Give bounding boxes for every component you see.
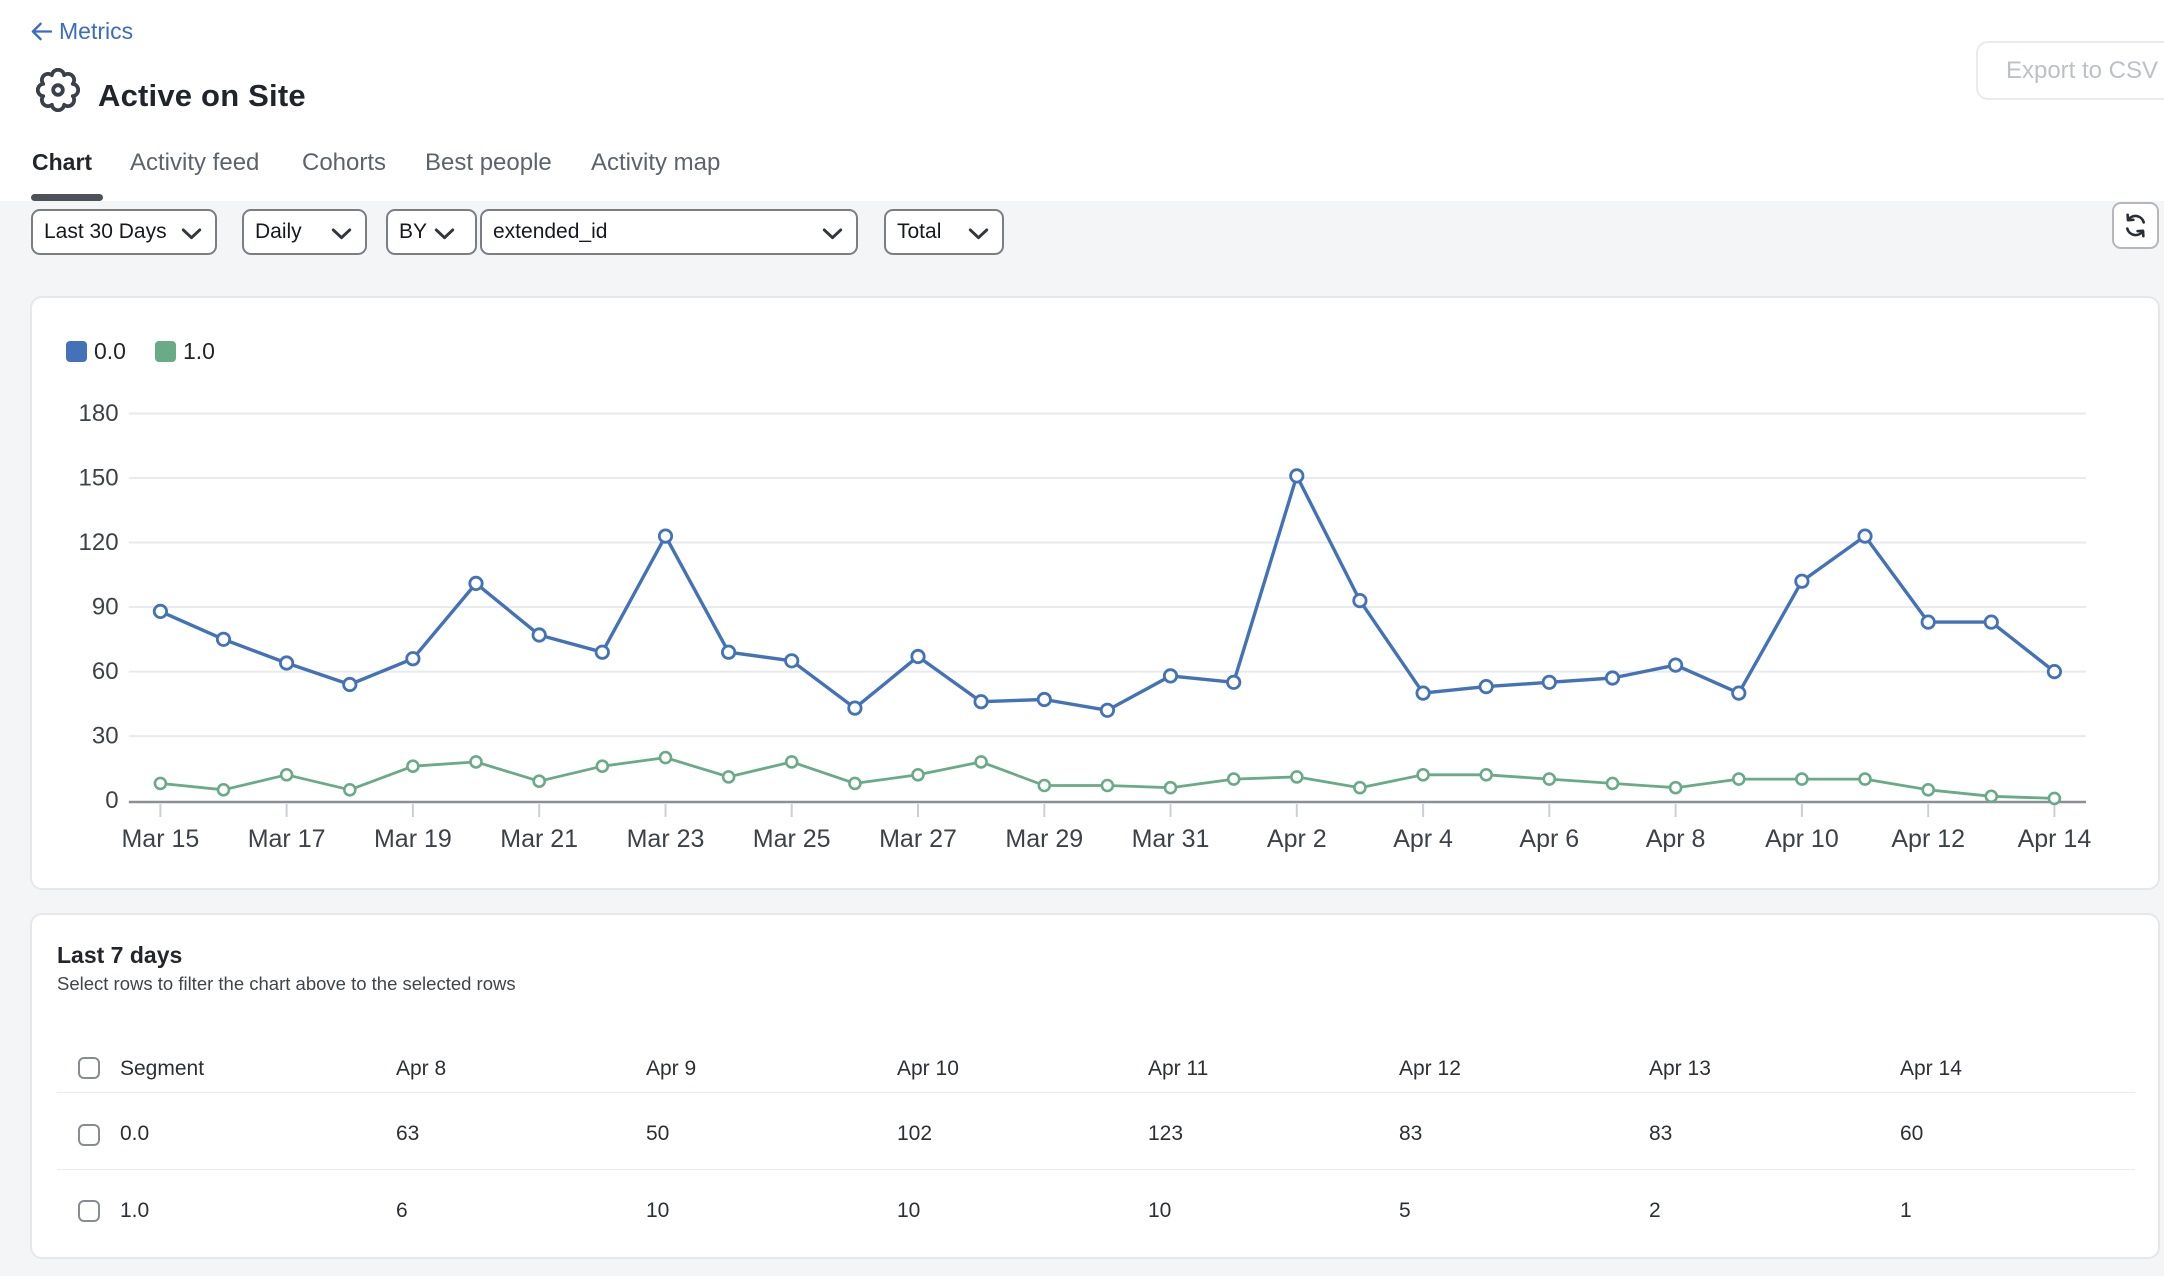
- svg-text:Mar 15: Mar 15: [121, 825, 199, 853]
- svg-text:150: 150: [79, 465, 119, 492]
- svg-text:Mar 31: Mar 31: [1132, 825, 1210, 853]
- svg-text:Mar 29: Mar 29: [1005, 825, 1083, 853]
- svg-text:Apr 6: Apr 6: [1519, 825, 1579, 853]
- svg-text:Mar 17: Mar 17: [248, 825, 326, 853]
- svg-text:Apr 12: Apr 12: [1891, 825, 1965, 853]
- svg-text:180: 180: [79, 400, 119, 427]
- svg-text:60: 60: [92, 658, 119, 685]
- svg-text:Apr 14: Apr 14: [2018, 825, 2092, 853]
- svg-text:Apr 4: Apr 4: [1393, 825, 1453, 853]
- svg-text:120: 120: [79, 529, 119, 556]
- svg-text:Apr 8: Apr 8: [1646, 825, 1706, 853]
- svg-text:30: 30: [92, 723, 119, 750]
- svg-text:Mar 21: Mar 21: [500, 825, 578, 853]
- svg-text:90: 90: [92, 594, 119, 621]
- svg-text:Apr 10: Apr 10: [1765, 825, 1839, 853]
- svg-text:Mar 27: Mar 27: [879, 825, 957, 853]
- svg-text:Mar 19: Mar 19: [374, 825, 452, 853]
- svg-text:0: 0: [105, 787, 118, 814]
- svg-text:Apr 2: Apr 2: [1267, 825, 1327, 853]
- svg-text:Mar 23: Mar 23: [627, 825, 705, 853]
- svg-text:Mar 25: Mar 25: [753, 825, 831, 853]
